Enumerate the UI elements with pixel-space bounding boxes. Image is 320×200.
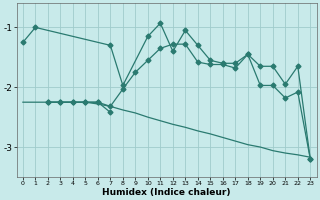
X-axis label: Humidex (Indice chaleur): Humidex (Indice chaleur)	[102, 188, 231, 197]
